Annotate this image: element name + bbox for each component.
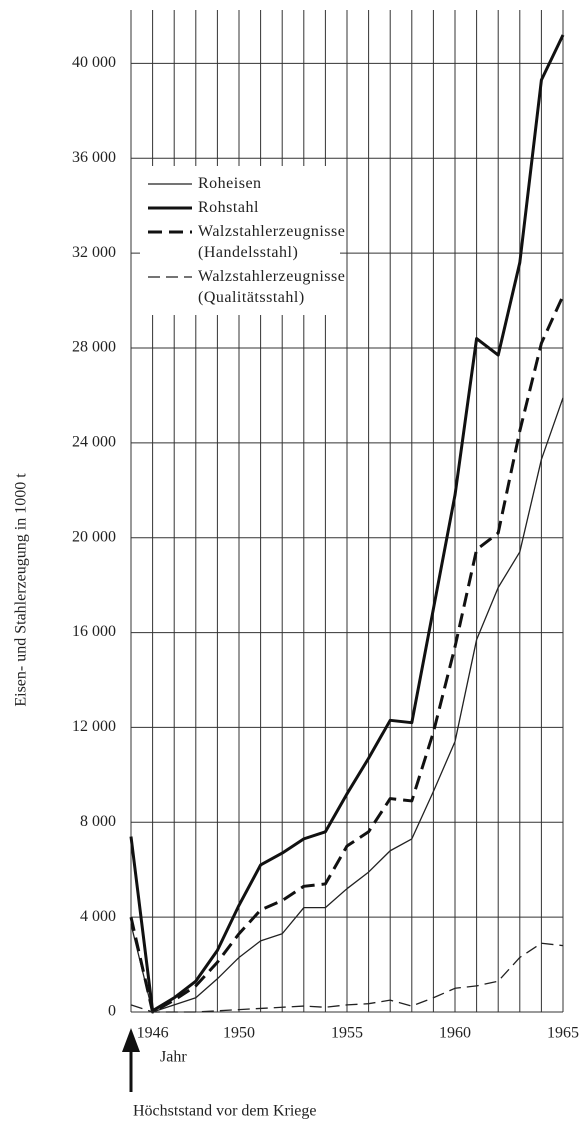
- legend-swatch: [148, 183, 192, 185]
- legend-label: Rohstahl: [198, 199, 259, 216]
- arrow-head: [122, 1028, 140, 1052]
- y-tick-label: 32 000: [72, 244, 116, 261]
- y-tick-label: 24 000: [72, 434, 116, 451]
- y-tick-label: 28 000: [72, 339, 116, 356]
- legend-label: Walzstahlerzeugnisse (Qualitätsstahl): [198, 268, 346, 306]
- legend-item: Rohstahl: [140, 197, 340, 218]
- y-tick-label: 36 000: [72, 149, 116, 166]
- legend-swatch: [148, 230, 192, 234]
- y-axis-label: Eisen- und Stahlerzeugung in 1000 t: [13, 473, 30, 707]
- series-line: [130, 942, 564, 1013]
- y-tick-label: 20 000: [72, 528, 116, 545]
- legend-label: Walzstahlerzeugnisse (Handelsstahl): [198, 223, 346, 261]
- y-tick-label: 4 000: [80, 908, 116, 925]
- y-tick-label: 12 000: [72, 718, 116, 735]
- y-tick-label: 8 000: [80, 813, 116, 830]
- legend-label: Roheisen: [198, 175, 262, 192]
- legend-item: Roheisen: [140, 173, 340, 194]
- y-tick-label: 0: [108, 1003, 116, 1020]
- x-tick-label: 1955: [331, 1025, 363, 1042]
- x-tick-label: 1960: [439, 1025, 471, 1042]
- legend-item: Walzstahlerzeugnisse (Handelsstahl): [140, 221, 345, 263]
- legend-swatch: [148, 206, 192, 210]
- x-tick-label: 1965: [547, 1025, 579, 1042]
- annotation: Höchststand vor dem Kriege: [133, 1103, 317, 1120]
- x-axis-label: Jahr: [160, 1049, 187, 1066]
- series-line: [129, 34, 565, 1013]
- x-tick-label: 1946: [137, 1025, 169, 1042]
- y-tick-label: 40 000: [72, 54, 116, 71]
- series-line: [130, 397, 564, 1013]
- legend-swatch: [148, 276, 192, 278]
- legend: Roheisen Rohstahl Walzstahlerzeugnisse (Ha…: [140, 166, 345, 315]
- series-line: [129, 295, 565, 1014]
- x-tick-label: 1950: [223, 1025, 255, 1042]
- legend-item: Walzstahlerzeugnisse (Qualitätsstahl): [140, 266, 345, 308]
- y-tick-label: 16 000: [72, 623, 116, 640]
